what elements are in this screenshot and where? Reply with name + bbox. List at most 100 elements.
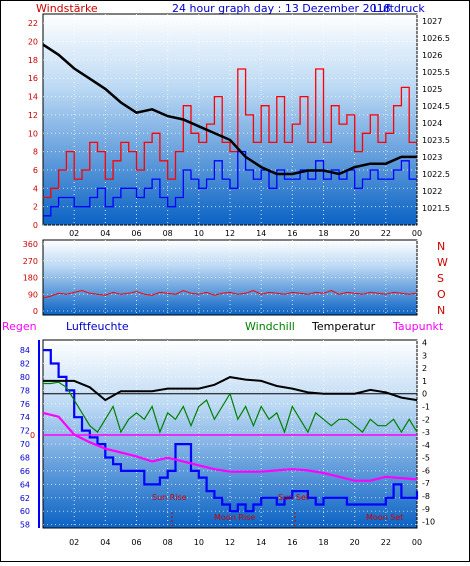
temperature-axis-tick: 4 <box>422 339 427 348</box>
compass-label: N <box>437 240 445 253</box>
temperature-axis-tick: -5 <box>422 454 430 463</box>
temp-x-tick: 18 <box>318 538 328 547</box>
humidity-axis-tick: 70 <box>20 440 30 449</box>
pressure-axis-tick: 1025 <box>422 85 442 94</box>
humidity-axis-tick: 62 <box>20 494 30 503</box>
wind-x-tick: 06 <box>131 229 141 238</box>
wind-x-tick: 08 <box>163 229 173 238</box>
humidity-series <box>43 349 419 513</box>
temp-x-tick: 22 <box>381 538 391 547</box>
compass-label: W <box>437 256 448 269</box>
wind-gust-series <box>43 68 417 199</box>
pressure-axis-tick: 1025.5 <box>422 68 450 77</box>
header-windstaerke: Windstärke <box>36 2 98 15</box>
wind-x-tick: 12 <box>225 229 235 238</box>
windchill-series <box>43 381 418 434</box>
temperature-axis-tick: -8 <box>422 492 430 501</box>
temperature-axis-tick: -4 <box>422 441 430 450</box>
wind-axis-tick: 10 <box>28 129 38 138</box>
humidity-axis-tick: 66 <box>20 467 30 476</box>
wind-axis-tick: 16 <box>28 74 38 83</box>
rain-axis-zero: 0 <box>30 431 35 440</box>
pressure-axis-tick: 1022 <box>422 187 442 196</box>
temperature-axis-tick: 1 <box>422 377 427 386</box>
temperature-series <box>43 376 418 402</box>
wind-x-tick: 18 <box>318 229 328 238</box>
wind-axis-tick: 6 <box>33 166 38 175</box>
wind-axis-tick: 22 <box>28 19 38 28</box>
legend-regen: Regen <box>2 320 37 333</box>
temperature-axis-tick: -6 <box>422 466 430 475</box>
legend-windchill: Windchill <box>245 320 295 333</box>
wind-x-tick: 02 <box>69 229 79 238</box>
temp-x-tick: 12 <box>225 538 235 547</box>
humidity-axis-tick: 80 <box>20 373 30 382</box>
humidity-axis-tick: 78 <box>20 386 30 395</box>
compass-label: O <box>437 288 446 301</box>
wind-axis-tick: 4 <box>33 184 38 193</box>
wind-x-tick: 00 <box>412 229 422 238</box>
temperature-axis-tick: 0 <box>422 390 427 399</box>
temperature-axis-tick: -2 <box>422 415 430 424</box>
humidity-axis-tick: 82 <box>20 360 30 369</box>
humidity-axis-tick: 74 <box>20 413 30 422</box>
legend-taupunkt: Taupunkt <box>392 320 444 333</box>
legend-luftfeuchte: Luftfeuchte <box>66 320 129 333</box>
temperature-axis-tick: 2 <box>422 364 427 373</box>
temp-x-tick: 16 <box>287 538 297 547</box>
wind-x-tick: 20 <box>350 229 360 238</box>
wind-direction-series <box>42 289 418 299</box>
header-luftdruck: Luftdruck <box>373 2 425 15</box>
dewpoint-series <box>42 411 418 482</box>
pressure-axis-tick: 1024.5 <box>422 102 450 111</box>
pressure-axis-tick: 1027 <box>422 17 442 26</box>
compass-label: N <box>437 304 445 317</box>
wind-x-tick: 10 <box>194 229 204 238</box>
pressure-axis-tick: 1026 <box>422 51 442 60</box>
wind-axis-tick: 8 <box>33 148 38 157</box>
temp-x-tick: 00 <box>412 538 422 547</box>
wind-pressure-plot-area <box>42 13 418 226</box>
pressure-axis-tick: 1024 <box>422 119 442 128</box>
pressure-axis-tick: 1021.5 <box>422 204 450 213</box>
humidity-axis-tick: 76 <box>20 400 30 409</box>
wind-x-tick: 14 <box>256 229 266 238</box>
sun-rise-label: Sun Rise <box>152 493 187 502</box>
pressure-series <box>42 43 417 176</box>
temperature-axis-tick: -9 <box>422 505 430 514</box>
temp-x-tick: 02 <box>69 538 79 547</box>
wind-axis-tick: 12 <box>28 111 38 120</box>
direction-axis-tick: 180 <box>23 274 38 283</box>
wind-average-series <box>43 150 417 217</box>
temperature-axis-tick: -3 <box>422 428 430 437</box>
humidity-axis-tick: 84 <box>20 346 30 355</box>
humidity-axis-tick: 72 <box>20 427 30 436</box>
wind-axis-tick: 0 <box>33 221 38 230</box>
humidity-axis-tick: 60 <box>20 507 30 516</box>
legend-temperatur: Temperatur <box>311 320 376 333</box>
sun-set-label: Sun Set <box>278 493 309 502</box>
pressure-axis-tick: 1023.5 <box>422 136 450 145</box>
temp-x-tick: 08 <box>163 538 173 547</box>
wind-x-tick: 04 <box>100 229 110 238</box>
humidity-axis-tick: 68 <box>20 454 30 463</box>
wind-x-tick: 16 <box>287 229 297 238</box>
temp-x-tick: 14 <box>256 538 266 547</box>
temperature-axis-tick: -10 <box>422 518 435 527</box>
temperature-axis-tick: -7 <box>422 479 430 488</box>
moon-set-label: Moon Set <box>366 513 403 522</box>
wind-axis-tick: 18 <box>28 56 38 65</box>
pressure-axis-tick: 1022.5 <box>422 170 450 179</box>
wind-axis-tick: 2 <box>33 203 38 212</box>
temp-x-tick: 20 <box>350 538 360 547</box>
direction-axis-tick: 0 <box>33 307 38 316</box>
direction-axis-tick: 90 <box>28 290 38 299</box>
temp-x-tick: 06 <box>131 538 141 547</box>
wind-axis-tick: 20 <box>28 38 38 47</box>
header-title: 24 hour graph day : 13 Dezember 2018 <box>172 2 391 15</box>
direction-axis-tick: 270 <box>23 257 38 266</box>
